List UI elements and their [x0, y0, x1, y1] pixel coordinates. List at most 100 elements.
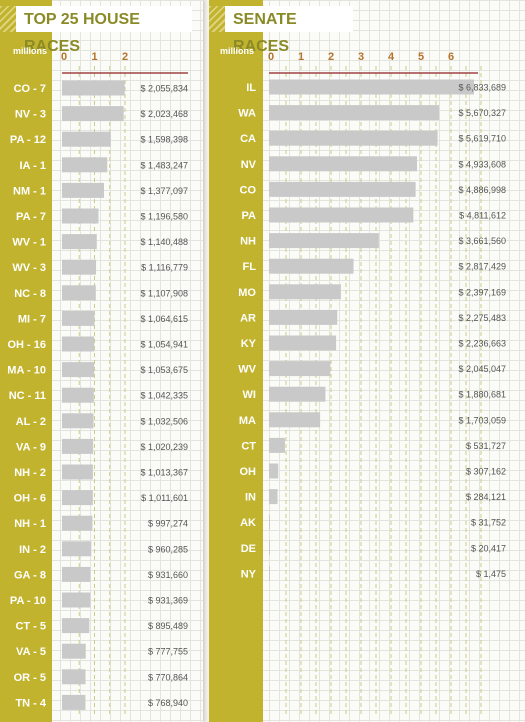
senate-category-label: WI — [243, 389, 256, 401]
house-category-label: OH - 6 — [14, 493, 46, 505]
house-value-label: $ 895,489 — [148, 621, 188, 631]
senate-bar — [269, 335, 337, 351]
house-value-label: $ 1,042,335 — [140, 391, 188, 401]
house-category-label: PA - 12 — [10, 134, 46, 146]
senate-label-band — [209, 0, 263, 722]
senate-category-label: DE — [241, 543, 256, 555]
house-unit-label: millions — [13, 46, 48, 56]
senate-category-label: NH — [240, 236, 256, 248]
house-value-label: $ 1,140,488 — [140, 237, 188, 247]
house-tick-label: 2 — [122, 51, 128, 63]
house-value-label: $ 1,116,779 — [141, 263, 188, 273]
senate-category-label: KY — [241, 338, 257, 350]
senate-value-label: $ 2,236,663 — [458, 339, 506, 349]
senate-category-label: NV — [241, 159, 257, 171]
senate-value-label: $ 1,475 — [476, 569, 506, 579]
house-category-label: AL - 2 — [16, 416, 46, 428]
senate-category-label: WA — [238, 108, 256, 120]
house-value-label: $ 1,053,675 — [140, 365, 188, 375]
senate-bar — [269, 156, 418, 172]
senate-value-label: $ 20,417 — [471, 543, 506, 553]
house-bar — [62, 285, 96, 301]
house-value-label: $ 1,054,941 — [140, 340, 188, 350]
house-category-label: NH - 2 — [14, 467, 46, 479]
house-category-label: CO - 7 — [14, 83, 46, 95]
senate-value-label: $ 2,045,047 — [458, 364, 506, 374]
senate-bar — [269, 79, 475, 95]
senate-hatch-decoration — [209, 6, 225, 32]
senate-category-label: AK — [240, 517, 256, 529]
senate-category-label: AR — [240, 312, 256, 324]
house-value-label: $ 1,598,398 — [140, 135, 188, 145]
senate-category-label: NY — [241, 568, 257, 580]
house-category-label: GA - 8 — [14, 569, 46, 581]
senate-bar — [269, 105, 440, 121]
house-value-label: $ 1,107,908 — [140, 288, 188, 298]
house-value-label: $ 777,755 — [148, 647, 188, 657]
house-chart: 0 1 2 CO - 7 $ 2,055,834 NV - 3 $ 2,023,468 PA … — [7, 51, 188, 715]
senate-value-label: $ 4,811,612 — [459, 211, 506, 221]
house-bar — [62, 413, 94, 429]
house-hatch-decoration — [0, 6, 16, 32]
house-category-label: PA - 10 — [10, 595, 46, 607]
house-value-label: $ 1,483,247 — [140, 160, 188, 170]
house-category-label: NM - 1 — [13, 185, 46, 197]
house-chart-title: TOP 25 HOUSE RACES — [16, 6, 192, 55]
house-value-label: $ 2,055,834 — [140, 84, 188, 94]
senate-category-label: FL — [243, 261, 257, 273]
house-category-label: VA - 9 — [16, 441, 46, 453]
house-category-label: CT - 5 — [15, 621, 46, 633]
house-category-label: NV - 3 — [15, 109, 46, 121]
house-category-label: NH - 1 — [14, 518, 46, 530]
house-bar — [62, 515, 93, 531]
house-category-label: IA - 1 — [20, 160, 47, 172]
senate-tick-label: 6 — [448, 51, 454, 63]
house-bar — [62, 362, 95, 378]
senate-value-label: $ 1,703,059 — [458, 415, 506, 425]
senate-category-label: IN — [245, 492, 256, 504]
house-tick-label: 1 — [91, 51, 97, 63]
house-value-label: $ 1,196,580 — [140, 212, 188, 222]
senate-bar — [269, 309, 338, 325]
senate-value-label: $ 307,162 — [466, 467, 506, 477]
house-category-label: OH - 16 — [7, 339, 46, 351]
house-value-label: $ 931,660 — [148, 570, 188, 580]
senate-value-label: $ 531,727 — [466, 441, 506, 451]
senate-category-label: OH — [240, 466, 257, 478]
house-category-label: TN - 4 — [15, 697, 46, 709]
senate-bar — [269, 130, 438, 146]
house-bar — [62, 106, 124, 122]
house-value-label: $ 960,285 — [148, 544, 188, 554]
senate-tick-label: 4 — [388, 51, 395, 63]
house-bar — [62, 131, 111, 147]
house-bar — [62, 464, 93, 480]
house-value-label: $ 931,369 — [148, 596, 188, 606]
house-category-label: IN - 2 — [19, 544, 46, 556]
house-bar — [62, 541, 92, 557]
house-bar — [62, 490, 93, 506]
house-category-label: WV - 1 — [12, 237, 46, 249]
senate-value-label: $ 31,752 — [471, 518, 506, 528]
house-category-label: OR - 5 — [14, 672, 46, 684]
senate-unit-label: millions — [220, 46, 255, 56]
house-value-label: $ 1,013,367 — [140, 468, 188, 478]
house-category-label: WV - 3 — [12, 262, 46, 274]
house-value-label: $ 768,940 — [148, 698, 188, 708]
senate-value-label: $ 5,619,710 — [458, 134, 506, 144]
senate-bar — [269, 514, 270, 530]
senate-value-label: $ 1,880,681 — [458, 390, 506, 400]
house-bar — [62, 336, 95, 352]
house-bar — [62, 80, 125, 96]
senate-chart: 0 1 2 3 4 5 6 IL $ 6,833,689 WA $ 5,670,327 CA $ 5,6… — [238, 51, 506, 715]
senate-tick-label: 3 — [358, 51, 364, 63]
senate-category-label: MA — [239, 415, 256, 427]
house-value-label: $ 1,064,615 — [140, 314, 188, 324]
house-bar — [62, 387, 94, 403]
house-bar — [62, 694, 86, 710]
senate-category-label: IL — [246, 82, 256, 94]
senate-bar — [269, 233, 379, 249]
senate-category-label: PA — [242, 210, 257, 222]
senate-value-label: $ 2,275,483 — [458, 313, 506, 323]
house-bar — [62, 618, 90, 634]
